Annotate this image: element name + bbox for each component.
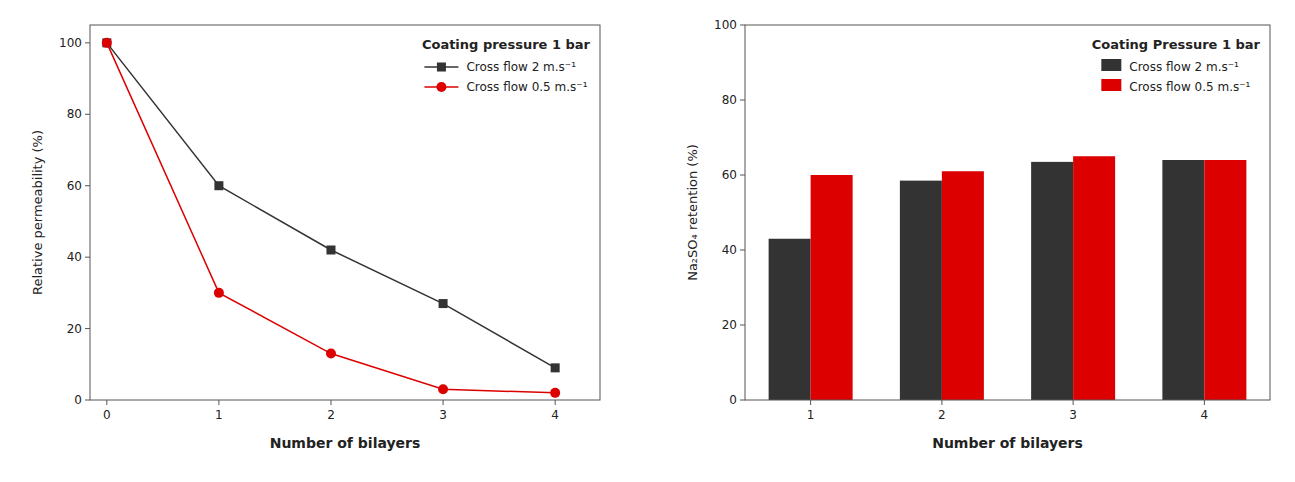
plot-area <box>769 156 1247 400</box>
y-axis-label: Na₂SO₄ retention (%) <box>685 144 700 281</box>
tick-label: 20 <box>67 322 82 336</box>
tick-label: 3 <box>439 408 447 422</box>
tick <box>740 400 745 401</box>
figure: 020406080100Relative permeability (%)012… <box>0 0 1295 482</box>
legend-marker <box>437 63 446 72</box>
tick-label: 1 <box>807 408 815 422</box>
tick-label: 60 <box>722 168 737 182</box>
y-axis-label: Relative permeability (%) <box>30 130 45 295</box>
tick-label: 40 <box>722 243 737 257</box>
x-axis-label: Number of bilayers <box>270 435 421 451</box>
legend-label: Cross flow 2 m.s⁻¹ <box>466 60 576 74</box>
point <box>550 388 560 398</box>
tick <box>740 250 745 251</box>
tick <box>740 100 745 101</box>
point <box>326 246 335 255</box>
legend-title: Coating Pressure 1 bar <box>1092 37 1261 52</box>
y-axis: 0 20 40 60 80 100 <box>714 18 745 407</box>
legend-title: Coating pressure 1 bar <box>422 37 591 52</box>
tick <box>85 400 90 401</box>
legend-label: Cross flow 0.5 m.s⁻¹ <box>466 80 587 94</box>
bar <box>811 175 853 400</box>
tick <box>218 400 219 405</box>
tick <box>85 328 90 329</box>
tick <box>941 400 942 405</box>
tick-label: 4 <box>551 408 559 422</box>
tick <box>1204 400 1205 405</box>
tick <box>85 114 90 115</box>
bar <box>1073 156 1115 400</box>
legend-swatch <box>1101 79 1121 91</box>
bar <box>769 239 811 400</box>
tick <box>85 42 90 43</box>
bar <box>900 181 942 400</box>
legend: Coating pressure 1 bar Cross flow 2 m.s⁻¹… <box>422 37 591 94</box>
x-axis: 0 1 2 3 4 <box>103 400 559 422</box>
legend-label: Cross flow 0.5 m.s⁻¹ <box>1129 80 1250 94</box>
tick-label: 40 <box>67 250 82 264</box>
bar <box>1162 160 1204 400</box>
point <box>214 288 224 298</box>
tick-label: 20 <box>722 318 737 332</box>
tick-label: 0 <box>74 393 82 407</box>
legend-label: Cross flow 2 m.s⁻¹ <box>1129 60 1239 74</box>
point <box>102 38 112 48</box>
legend-swatch <box>1101 59 1121 71</box>
bar <box>1031 162 1073 400</box>
plot-frame <box>90 25 600 400</box>
tick-label: 80 <box>722 93 737 107</box>
tick <box>740 325 745 326</box>
bar <box>1204 160 1246 400</box>
point <box>438 384 448 394</box>
tick-label: 60 <box>67 179 82 193</box>
plot-frame <box>745 25 1270 400</box>
tick-label: 80 <box>67 107 82 121</box>
bar <box>942 171 984 400</box>
tick <box>330 400 331 405</box>
x-axis-label: Number of bilayers <box>932 435 1083 451</box>
point <box>551 363 560 372</box>
tick <box>810 400 811 405</box>
y-axis: 0 20 40 60 80 100 <box>59 36 90 407</box>
tick-label: 2 <box>938 408 946 422</box>
legend: Coating Pressure 1 bar Cross flow 2 m.s⁻¹… <box>1092 37 1261 94</box>
point <box>326 349 336 359</box>
tick-label: 4 <box>1201 408 1209 422</box>
series-line <box>107 43 555 393</box>
tick <box>555 400 556 405</box>
tick-label: 2 <box>327 408 335 422</box>
tick <box>85 257 90 258</box>
tick <box>106 400 107 405</box>
point <box>439 299 448 308</box>
tick-label: 0 <box>103 408 111 422</box>
tick-label: 100 <box>59 36 82 50</box>
x-axis: 1 2 3 4 <box>807 400 1208 422</box>
tick-label: 100 <box>714 18 737 32</box>
legend-marker <box>436 82 446 92</box>
tick <box>85 185 90 186</box>
tick <box>740 175 745 176</box>
tick-label: 1 <box>215 408 223 422</box>
point <box>214 181 223 190</box>
tick <box>740 25 745 26</box>
tick <box>1073 400 1074 405</box>
tick-label: 3 <box>1069 408 1077 422</box>
tick-label: 0 <box>729 393 737 407</box>
point <box>102 38 111 47</box>
tick <box>443 400 444 405</box>
